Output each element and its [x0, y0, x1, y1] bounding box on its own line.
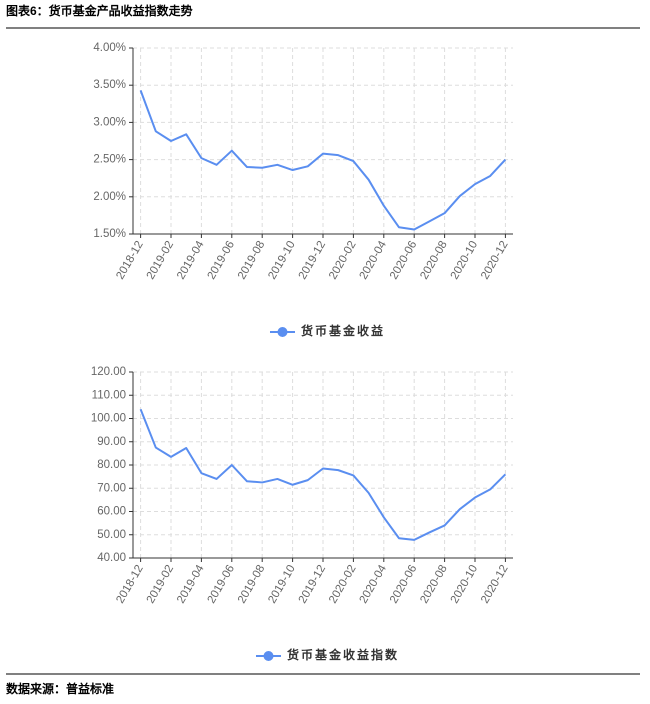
y-tick-label: 3.00% — [93, 116, 126, 128]
x-tick-label: 2019-06 — [206, 563, 238, 606]
y-tick-label: 3.50% — [93, 79, 126, 91]
y-tick-label: 4.00% — [93, 42, 126, 54]
x-tick-label: 2019-08 — [236, 563, 268, 606]
legend-marker — [263, 651, 274, 661]
legend: 货币基金收益指数 — [255, 647, 399, 662]
x-tick-label: 2020-08 — [418, 239, 450, 282]
legend-label: 货币基金收益指数 — [287, 647, 399, 662]
y-tick-label: 80.00 — [97, 459, 126, 471]
source-note: 数据来源：普益标准 — [6, 681, 114, 696]
y-tick-label: 120.00 — [91, 366, 126, 378]
x-tick-label: 2019-02 — [145, 239, 177, 282]
x-tick-label: 2020-06 — [388, 563, 420, 606]
y-tick-label: 2.00% — [93, 191, 126, 203]
x-tick-label: 2019-02 — [145, 563, 177, 606]
x-tick-label: 2019-10 — [266, 563, 298, 606]
y-tick-label: 90.00 — [97, 436, 126, 448]
legend: 货币基金收益 — [269, 323, 385, 338]
x-tick-label: 2020-06 — [388, 239, 420, 282]
x-tick-label: 2020-02 — [327, 563, 359, 606]
figure-title: 图表6：货币基金产品收益指数走势 — [6, 3, 193, 18]
y-tick-label: 70.00 — [97, 482, 126, 494]
y-tick-label: 1.50% — [93, 228, 126, 240]
x-tick-label: 2020-04 — [358, 239, 390, 282]
y-tick-label: 2.50% — [93, 154, 126, 166]
x-tick-label: 2019-12 — [297, 563, 329, 606]
y-tick-label: 40.00 — [97, 552, 126, 564]
data-line — [139, 90, 507, 231]
y-tick-label: 100.00 — [91, 413, 126, 425]
x-tick-label: 2020-10 — [449, 563, 481, 606]
y-tick-label: 60.00 — [97, 506, 126, 518]
x-tick-label: 2020-12 — [479, 239, 511, 282]
y-tick-label: 110.00 — [92, 389, 126, 401]
x-tick-label: 2019-04 — [175, 239, 207, 282]
x-tick-label: 2019-08 — [236, 239, 268, 282]
y-tick-label: 50.00 — [97, 529, 126, 541]
x-tick-label: 2018-12 — [114, 563, 146, 606]
legend-label: 货币基金收益 — [301, 323, 385, 338]
x-tick-label: 2020-12 — [479, 563, 511, 606]
x-tick-label: 2019-12 — [297, 239, 329, 282]
data-line — [139, 408, 507, 541]
x-tick-label: 2020-04 — [358, 563, 390, 606]
x-tick-label: 2020-02 — [327, 239, 359, 282]
x-tick-label: 2020-10 — [449, 239, 481, 282]
x-tick-label: 2019-10 — [266, 239, 298, 282]
x-tick-label: 2019-04 — [175, 563, 207, 606]
x-tick-label: 2020-08 — [418, 563, 450, 606]
x-tick-label: 2019-06 — [206, 239, 238, 282]
x-tick-label: 2018-12 — [114, 239, 146, 282]
legend-marker — [277, 327, 288, 337]
